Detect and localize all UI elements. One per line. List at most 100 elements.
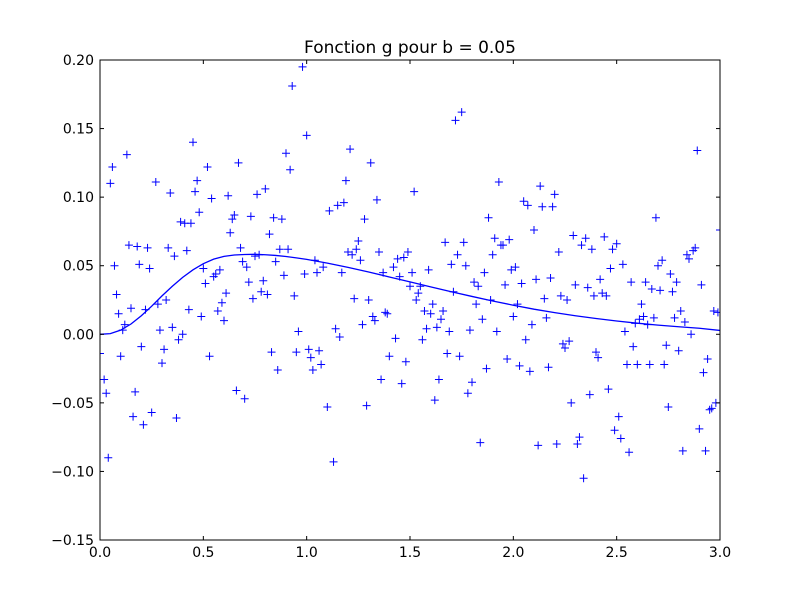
- scatter-point: [224, 191, 233, 200]
- scatter-point: [127, 304, 135, 313]
- scatter-point: [263, 290, 272, 299]
- scatter-point: [668, 287, 677, 296]
- scatter-point: [455, 352, 464, 361]
- scatter-point: [589, 291, 598, 300]
- scatter-point: [618, 260, 627, 269]
- scatter-point: [656, 286, 665, 295]
- scatter-point: [313, 268, 321, 277]
- scatter-point: [158, 359, 166, 368]
- scatter-point: [100, 349, 104, 358]
- scatter-point: [587, 245, 596, 254]
- scatter-point: [672, 278, 681, 287]
- scatter-point: [550, 190, 559, 199]
- y-tick-label: 0.00: [63, 327, 94, 343]
- scatter-point: [317, 360, 326, 369]
- x-tick-label: 3.0: [709, 545, 731, 561]
- scatter-point: [306, 353, 315, 362]
- scatter-point: [153, 300, 162, 309]
- scatter-point: [251, 252, 259, 261]
- scatter-point: [248, 294, 257, 303]
- scatter-point: [517, 279, 526, 288]
- scatter-point: [465, 326, 474, 335]
- scatter-point: [234, 158, 243, 167]
- x-tick-label: 2.0: [502, 545, 524, 561]
- scatter-point: [362, 401, 371, 410]
- scatter-point: [189, 138, 197, 147]
- scatter-point: [451, 116, 460, 125]
- scatter-point: [393, 254, 402, 263]
- scatter-point: [106, 179, 115, 188]
- scatter-point: [693, 146, 702, 155]
- scatter-point: [554, 248, 563, 256]
- scatter-point: [213, 306, 222, 315]
- scatter-point: [579, 474, 588, 483]
- scatter-point: [385, 352, 394, 361]
- scatter-point: [381, 308, 390, 317]
- scatter-point: [352, 245, 361, 254]
- scatter-point: [116, 352, 125, 361]
- scatter-point: [482, 364, 491, 373]
- scatter-point: [277, 215, 286, 224]
- scatter-point: [484, 213, 493, 222]
- scatter-point: [461, 261, 470, 270]
- scatter-point: [207, 194, 216, 203]
- scatter-point: [133, 242, 142, 251]
- scatter-point: [290, 291, 299, 300]
- scatter-point: [685, 254, 693, 263]
- scatter-point: [697, 280, 706, 289]
- scatter-point: [366, 158, 375, 167]
- scatter-point: [583, 283, 592, 292]
- scatter-point: [155, 326, 164, 335]
- scatter-point: [315, 346, 324, 355]
- scatter-point: [432, 323, 441, 332]
- scatter-point: [242, 263, 251, 272]
- scatter-point: [414, 289, 423, 298]
- scatter-point: [406, 282, 414, 291]
- scatter-point: [397, 379, 406, 388]
- scatter-point: [598, 289, 607, 298]
- scatter-point: [474, 282, 483, 291]
- scatter-point: [170, 252, 179, 261]
- scatter-point: [585, 390, 594, 399]
- scatter-point: [658, 256, 667, 265]
- scatter-point: [705, 405, 714, 414]
- scatter-point: [453, 250, 462, 259]
- scatter-point: [112, 290, 121, 299]
- scatter-point: [556, 291, 565, 300]
- scatter-point: [403, 248, 412, 256]
- scatter-point: [147, 408, 156, 417]
- scatter-point: [174, 335, 183, 344]
- scatter-point: [203, 162, 212, 171]
- scatter-point: [288, 82, 297, 91]
- y-tick-label: −0.10: [51, 464, 94, 480]
- scatter-point: [486, 296, 495, 304]
- scatter-point: [358, 320, 367, 329]
- scatter-point: [129, 412, 138, 421]
- scatter-point: [676, 306, 685, 315]
- scatter-point: [236, 243, 245, 252]
- scatter-point: [437, 315, 445, 324]
- scatter-point: [339, 198, 348, 207]
- scatter-point: [428, 300, 437, 309]
- scatter-point: [298, 62, 307, 71]
- scatter-point: [540, 294, 549, 303]
- scatter-point: [302, 131, 311, 140]
- scatter-point: [463, 389, 472, 398]
- scatter-point: [627, 278, 636, 287]
- scatter-point: [108, 162, 117, 171]
- scatter-point: [267, 348, 276, 357]
- y-tick-label: −0.05: [51, 396, 94, 412]
- scatter-point: [273, 365, 282, 374]
- scatter-point: [666, 269, 675, 278]
- scatter-point: [269, 213, 278, 222]
- scatter-point: [135, 260, 144, 269]
- scatter-point: [449, 287, 458, 296]
- scatter-point: [211, 269, 220, 278]
- scatter-point: [674, 346, 683, 355]
- scatter-point: [530, 226, 538, 235]
- scatter-point: [348, 250, 357, 259]
- scatter-point: [594, 353, 603, 362]
- scatter-point: [563, 296, 572, 304]
- scatter-point: [372, 195, 381, 204]
